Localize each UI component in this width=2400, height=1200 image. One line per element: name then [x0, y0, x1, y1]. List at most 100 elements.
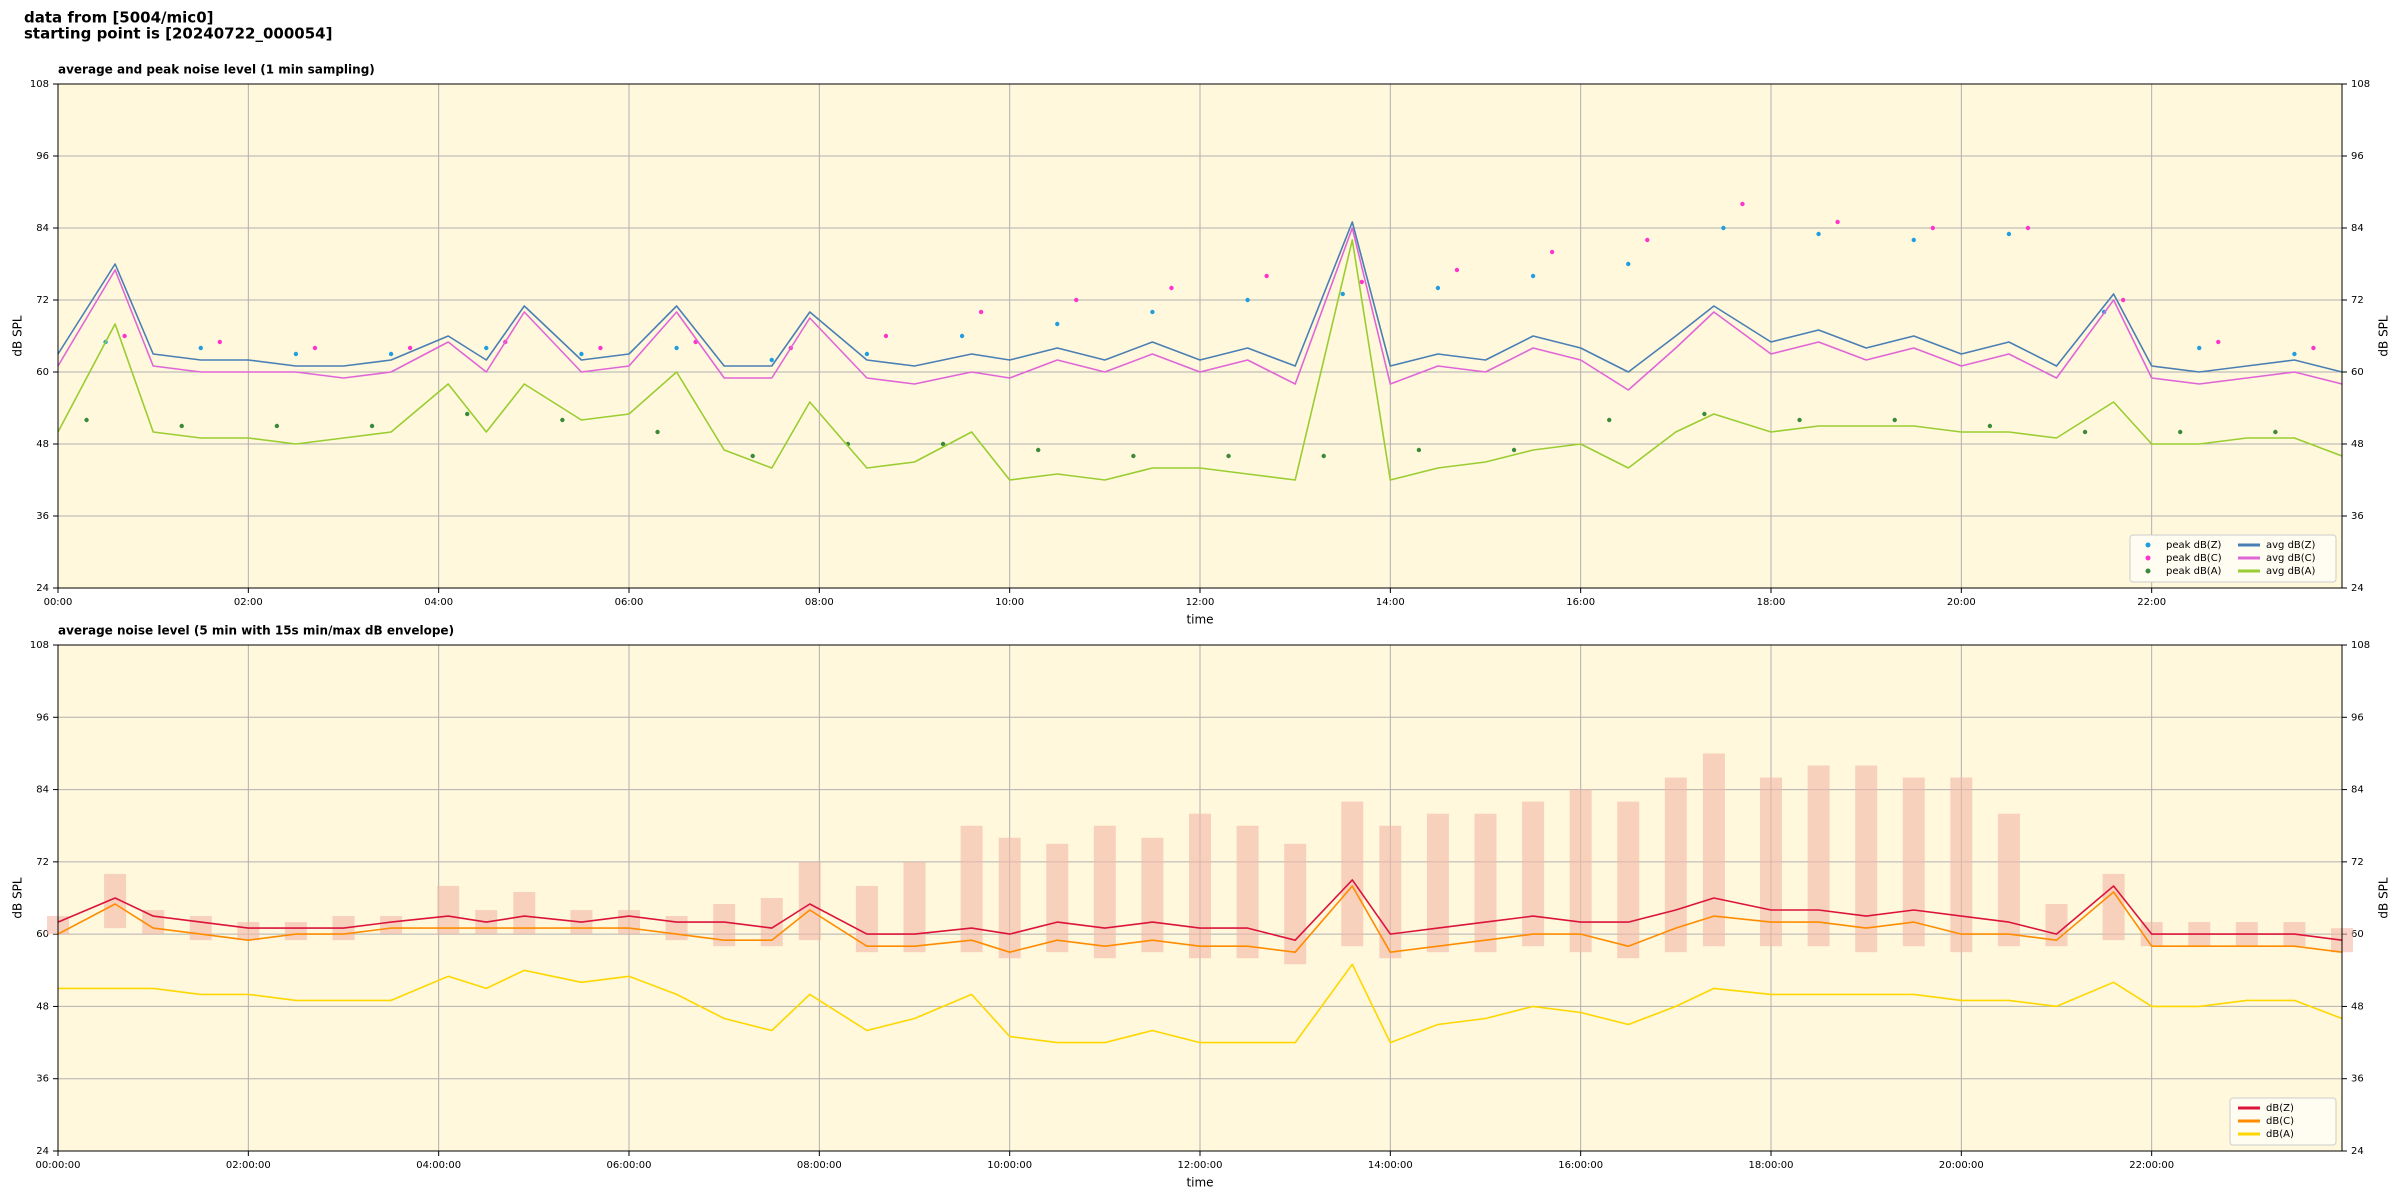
peak-point	[1721, 225, 1726, 231]
envelope-band	[513, 891, 536, 935]
series-line	[57, 227, 2343, 391]
y-tick-label: 108	[30, 640, 49, 651]
peak-point	[560, 417, 565, 423]
x-tick-label: 08:00:00	[797, 1160, 842, 1171]
peak-point	[769, 357, 774, 363]
peak-point	[2178, 429, 2183, 435]
x-tick-label: 14:00	[1376, 597, 1405, 608]
peak-point	[2216, 339, 2221, 345]
envelope-band	[1093, 825, 1116, 959]
envelope-band	[1760, 777, 1782, 947]
peak-point	[579, 351, 584, 357]
peak-point	[1264, 273, 1269, 279]
envelope-band	[1426, 813, 1449, 953]
x-tick-label: 02:00	[234, 597, 263, 608]
y-tick-label: 36	[2351, 511, 2364, 522]
x-tick-label: 22:00:00	[2129, 1160, 2174, 1171]
peak-point	[388, 351, 394, 357]
envelope-band	[798, 861, 821, 941]
envelope-band	[618, 910, 640, 935]
envelope-band	[1617, 801, 1640, 959]
peak-point	[1797, 417, 1802, 423]
peak-point	[1511, 447, 1517, 453]
peak-point	[484, 345, 489, 351]
peak-point	[2197, 345, 2202, 351]
y-tick-label: 72	[36, 857, 49, 868]
x-tick-label: 10:00	[995, 597, 1024, 608]
y-tick-label: 24	[36, 1146, 49, 1157]
x-tick-label: 12:00	[1186, 597, 1215, 608]
plot-frame	[57, 83, 2343, 589]
legend-marker	[2145, 568, 2151, 574]
x-tick-label: 20:00:00	[1939, 1160, 1984, 1171]
peak-point	[293, 351, 299, 357]
envelope-band	[1855, 765, 1878, 953]
y-tick-label: 48	[2351, 1001, 2364, 1012]
envelope-band	[1702, 753, 1725, 947]
series-line	[57, 239, 2343, 481]
legend-marker	[2145, 542, 2151, 548]
peak-point	[598, 345, 603, 351]
legend-label: avg dB(C)	[2266, 553, 2316, 564]
peak-point	[1074, 297, 1079, 303]
envelope-band	[1522, 801, 1545, 947]
envelope-band	[713, 904, 736, 947]
peak-point	[940, 441, 946, 447]
envelope-band	[380, 916, 403, 935]
envelope-band	[437, 885, 460, 935]
x-tick-label: 18:00:00	[1749, 1160, 1794, 1171]
peak-point	[84, 417, 89, 423]
header-line: starting point is [20240722_000054]	[24, 25, 332, 43]
envelope-band	[760, 898, 783, 947]
y-tick-label: 108	[2351, 640, 2370, 651]
y-tick-label: 84	[2351, 223, 2364, 234]
y-tick-label: 60	[2351, 929, 2364, 940]
peak-point	[1645, 237, 1650, 243]
peak-point	[1987, 423, 1993, 429]
peak-point	[1340, 291, 1345, 297]
peak-point	[179, 423, 184, 429]
envelope-band	[1046, 843, 1069, 953]
x-tick-label: 00:00:00	[36, 1160, 81, 1171]
peak-point	[2006, 231, 2012, 237]
envelope-band	[1236, 825, 1259, 959]
legend-label: avg dB(A)	[2266, 566, 2316, 577]
y-tick-label: 36	[36, 511, 49, 522]
legend-label: dB(Z)	[2266, 1103, 2294, 1114]
peak-point	[1930, 225, 1935, 231]
peak-point	[2082, 429, 2088, 435]
x-tick-label: 16:00:00	[1558, 1160, 1603, 1171]
x-tick-label: 04:00	[424, 597, 453, 608]
envelope-band	[2102, 873, 2125, 941]
peak-point	[2292, 351, 2297, 357]
chart-title: average noise level (5 min with 15s min/…	[58, 624, 454, 638]
envelope-band	[1284, 843, 1307, 965]
x-tick-label: 06:00:00	[607, 1160, 652, 1171]
y-tick-label: 60	[2351, 367, 2364, 378]
y-tick-label: 24	[2351, 1146, 2364, 1157]
peak-point	[1454, 267, 1460, 273]
peak-point	[1911, 237, 1916, 243]
peak-point	[883, 333, 889, 339]
y-tick-label: 96	[36, 712, 49, 723]
series-line	[58, 963, 2343, 1044]
peak-point	[1150, 309, 1155, 315]
envelope-band	[1141, 837, 1164, 953]
envelope-band	[237, 922, 260, 941]
peak-point	[1435, 285, 1441, 291]
peak-point	[198, 345, 203, 351]
y-tick-label: 24	[2351, 583, 2364, 594]
peak-point	[674, 345, 679, 351]
x-tick-label: 00:00	[44, 597, 73, 608]
peak-point	[1055, 321, 1060, 327]
legend-label: peak dB(A)	[2166, 566, 2222, 577]
peak-point	[864, 351, 870, 357]
y-tick-label: 24	[36, 583, 49, 594]
header-line: data from [5004/mic0]	[24, 9, 214, 27]
peak-point	[1835, 219, 1840, 225]
peak-point	[1416, 447, 1422, 453]
peak-point	[1702, 411, 1707, 417]
x-tick-label: 16:00	[1566, 597, 1595, 608]
